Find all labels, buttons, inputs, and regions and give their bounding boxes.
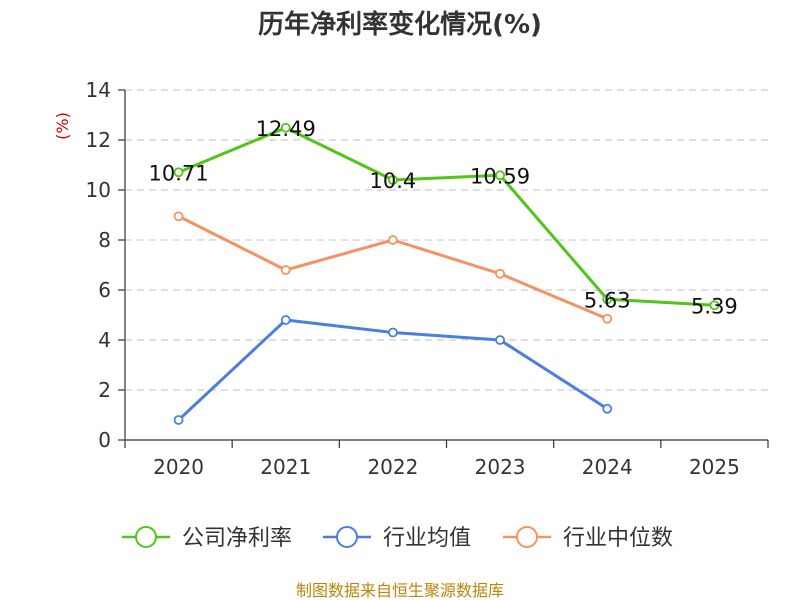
legend-label: 行业中位数: [563, 526, 673, 551]
y-tick-label: 12: [86, 128, 111, 152]
y-tick-label: 0: [98, 428, 111, 452]
legend-marker-icon: [135, 526, 157, 548]
x-tick-label: 2021: [260, 455, 311, 479]
y-tick-label: 4: [98, 328, 111, 352]
y-tick-label: 6: [98, 278, 111, 302]
y-tick-label: 8: [98, 228, 111, 252]
data-labels: 10.71 12.49 10.4 10.59 5.63 5.39: [149, 117, 738, 319]
x-tick-label: 2025: [689, 455, 740, 479]
data-label: 12.49: [256, 117, 316, 141]
data-point: [602, 294, 613, 305]
data-point: [388, 175, 398, 185]
data-point: [388, 327, 398, 338]
data-point: [173, 211, 184, 222]
legend-item[interactable]: 行业均值: [323, 526, 471, 551]
data-point: [495, 335, 505, 345]
data-point: [173, 415, 184, 425]
data-label: 10.71: [149, 161, 209, 185]
data-point: [602, 403, 613, 414]
data-label: 5.63: [584, 288, 631, 312]
legend-item[interactable]: 公司净利率: [122, 526, 292, 551]
chart-title: 历年净利率变化情况(%): [258, 9, 542, 40]
data-point: [602, 313, 613, 324]
legend-label: 行业均值: [383, 526, 471, 551]
x-tick-label: 2020: [153, 455, 204, 479]
legend-item[interactable]: 行业中位数: [503, 526, 673, 551]
data-point: [388, 235, 398, 245]
source-note: 制图数据来自恒生聚源数据库: [296, 581, 504, 600]
series-line: [177, 214, 608, 321]
y-axis-unit-label: (%): [53, 112, 72, 140]
data-label: 10.59: [470, 164, 530, 188]
y-tick-label: 14: [86, 78, 111, 102]
gridlines: [125, 89, 768, 391]
data-point: [280, 265, 291, 275]
axes: 0 2 4 6 8 10 12 14 2020 2021 2022 2023 2024 2025: [86, 78, 769, 479]
data-point: [495, 170, 505, 181]
data-point: [709, 300, 720, 311]
x-tick-label: 2022: [367, 455, 418, 479]
x-tick-label: 2024: [582, 455, 633, 479]
y-tick-label: 2: [98, 378, 111, 402]
data-point: [495, 268, 505, 279]
data-point: [280, 122, 291, 133]
legend-marker-icon: [516, 526, 538, 548]
series-line: [178, 126, 715, 307]
x-tick-label: 2023: [475, 455, 526, 479]
series: [173, 122, 720, 425]
legend-marker-icon: [336, 526, 358, 548]
data-point: [173, 167, 184, 178]
y-tick-label: 10: [86, 178, 111, 202]
data-point: [280, 315, 291, 325]
data-label: 10.4: [370, 169, 417, 193]
legend: 公司净利率 行业均值 行业中位数: [122, 526, 673, 551]
legend-label: 公司净利率: [182, 526, 292, 551]
data-label: 5.39: [691, 294, 738, 318]
